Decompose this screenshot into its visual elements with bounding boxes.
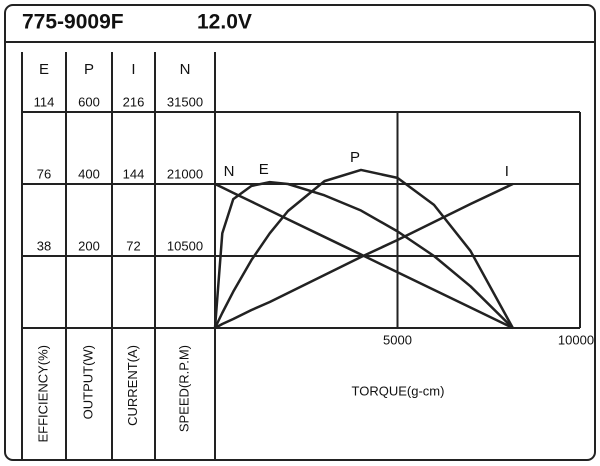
y-tick-label: 38 (37, 238, 51, 253)
curve-label: E (259, 161, 269, 178)
x-tick-label: 5000 (383, 332, 412, 347)
voltage: 12.0V (197, 11, 252, 34)
y-tick-label: 400 (78, 166, 100, 181)
axis-label: SPEED(R.P.M) (176, 345, 191, 432)
axis-header: E (39, 61, 49, 78)
y-tick-label: 216 (123, 94, 145, 109)
y-tick-label: 31500 (167, 94, 203, 109)
y-tick-label: 21000 (167, 166, 203, 181)
axis-header: P (84, 61, 94, 78)
curve (213, 168, 514, 329)
y-tick-label: 76 (37, 166, 51, 181)
curve-label: N (224, 163, 235, 180)
x-axis-label: TORQUE(g-cm) (352, 383, 445, 398)
y-tick-label: 72 (126, 238, 140, 253)
y-tick-label: 200 (78, 238, 100, 253)
x-tick-label: 10000 (558, 332, 594, 347)
y-tick-label: 144 (123, 166, 145, 181)
curve-label: I (505, 163, 509, 180)
y-tick-label: 10500 (167, 238, 203, 253)
frame (4, 4, 596, 461)
axis-header: I (131, 61, 135, 78)
y-tick-label: 600 (78, 94, 100, 109)
curve (214, 182, 514, 330)
axis-label: EFFICIENCY(%) (35, 345, 50, 443)
curve-label: P (350, 149, 360, 166)
model: 775-9009F (22, 11, 124, 34)
axis-label: CURRENT(A) (125, 345, 140, 426)
axis-label: OUTPUT(W) (80, 345, 95, 419)
y-tick-label: 114 (34, 94, 55, 109)
curve (213, 180, 514, 329)
axis-header: N (180, 61, 191, 78)
curve (214, 182, 514, 330)
